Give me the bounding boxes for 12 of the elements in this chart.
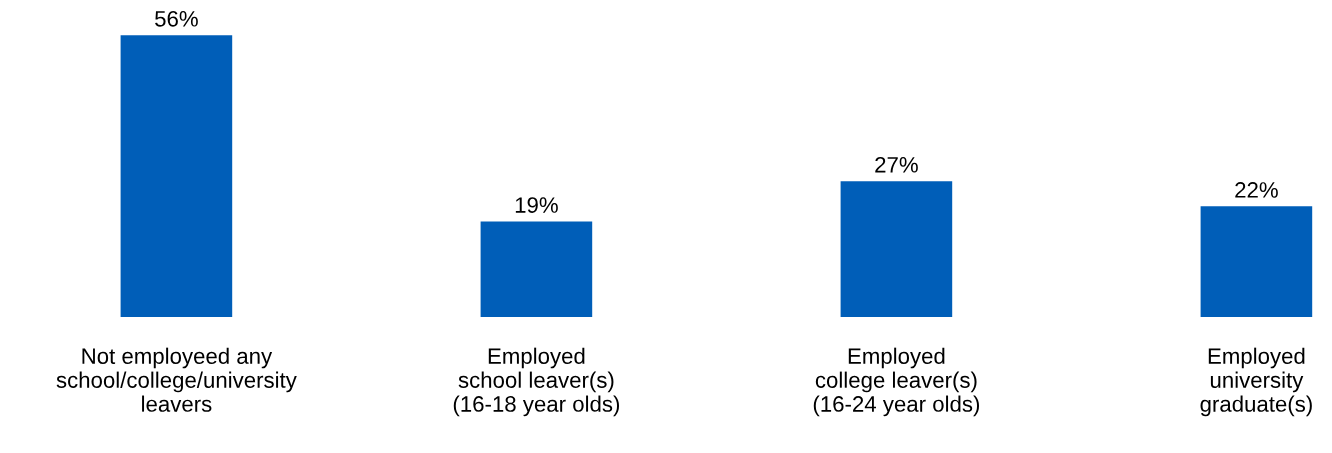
data-label: 56% xyxy=(155,10,198,27)
data-label: 19% xyxy=(515,197,558,213)
data-label: 27% xyxy=(875,156,918,173)
bar xyxy=(120,35,233,318)
data-label: 22% xyxy=(1235,182,1278,198)
x-tick-label: Not employeed any school/college/university leavers xyxy=(56,347,297,412)
bar xyxy=(480,221,593,318)
x-tick-label: Employed university graduate(s) xyxy=(1200,347,1312,417)
x-tick-label: Employed school leaver(s) (16-18 year olds) xyxy=(453,347,620,417)
x-tick-label: Employed college leaver(s) (16-24 year olds) xyxy=(813,347,980,417)
bar xyxy=(840,181,953,318)
bar xyxy=(1200,206,1313,318)
